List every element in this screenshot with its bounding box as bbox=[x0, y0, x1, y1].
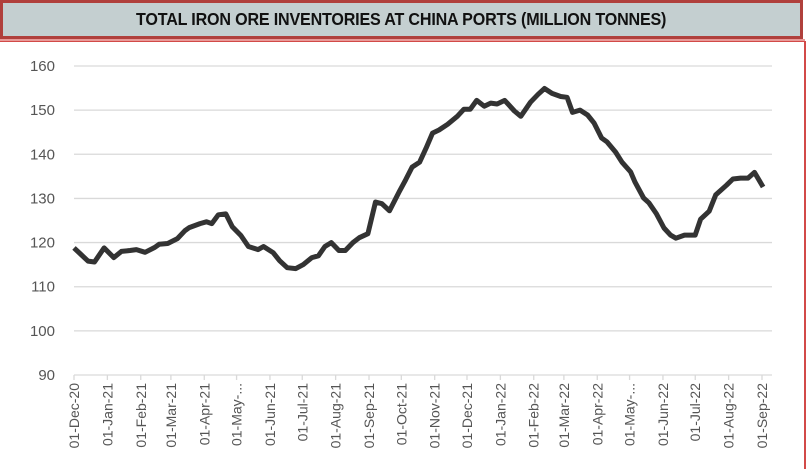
x-tick-label: 01-May-... bbox=[622, 383, 638, 446]
gridlines bbox=[74, 65, 772, 332]
x-tick-label: 01-Jun-22 bbox=[655, 383, 671, 446]
y-tick-label: 100 bbox=[30, 323, 55, 340]
x-tick-label: 01-Apr-21 bbox=[196, 383, 212, 445]
x-tick-label: 01-Jul-22 bbox=[687, 383, 703, 442]
x-tick-label: 01-Dec-20 bbox=[66, 383, 82, 449]
x-tick-label: 01-Apr-22 bbox=[589, 383, 605, 445]
x-tick-label: 01-Jan-21 bbox=[99, 383, 115, 446]
x-tick-label: 01-Oct-21 bbox=[393, 383, 409, 445]
y-tick-label: 160 bbox=[30, 58, 55, 75]
x-tick-label: 01-May-... bbox=[229, 383, 245, 446]
x-tick-label: 01-Jul-21 bbox=[294, 383, 310, 442]
x-tick-label: 01-Aug-21 bbox=[328, 383, 344, 449]
x-tick-label: 01-Jan-22 bbox=[492, 383, 508, 446]
x-tick-label: 01-Mar-21 bbox=[163, 383, 179, 448]
series-layer bbox=[72, 86, 766, 272]
chart-title-bar: TOTAL IRON ORE INVENTORIES AT CHINA PORT… bbox=[0, 0, 803, 39]
chart-title: TOTAL IRON ORE INVENTORIES AT CHINA PORT… bbox=[136, 9, 667, 29]
y-axis: 90 100 110 120 130 140 150 160 bbox=[30, 58, 55, 384]
x-tick-label: 01-Feb-22 bbox=[526, 383, 542, 448]
x-tick-label: 01-Sep-22 bbox=[754, 383, 770, 449]
y-tick-label: 90 bbox=[38, 367, 55, 384]
x-tick-label: 01-Feb-21 bbox=[133, 383, 149, 448]
series-line-0 bbox=[72, 86, 766, 272]
x-tick-label: 01-Sep-21 bbox=[361, 383, 377, 449]
chart-frame bbox=[0, 41, 806, 469]
x-tick-label: 01-Mar-22 bbox=[556, 383, 572, 448]
title-underline bbox=[0, 39, 805, 41]
x-tick-label: 01-Jun-21 bbox=[262, 383, 278, 446]
y-tick-label: 110 bbox=[31, 279, 55, 296]
y-tick-label: 150 bbox=[30, 102, 55, 119]
y-tick-label: 130 bbox=[30, 190, 55, 207]
x-tick-label: 01-Dec-21 bbox=[459, 383, 475, 449]
y-tick-label: 120 bbox=[30, 235, 55, 252]
x-tick-label: 01-Aug-22 bbox=[721, 383, 737, 449]
y-tick-label: 140 bbox=[30, 146, 55, 163]
x-tick-label: 01-Nov-21 bbox=[427, 383, 443, 449]
x-axis: 01-Dec-20 01-Jan-21 01-Feb-21 01-Mar-21 01-A… bbox=[66, 374, 772, 449]
